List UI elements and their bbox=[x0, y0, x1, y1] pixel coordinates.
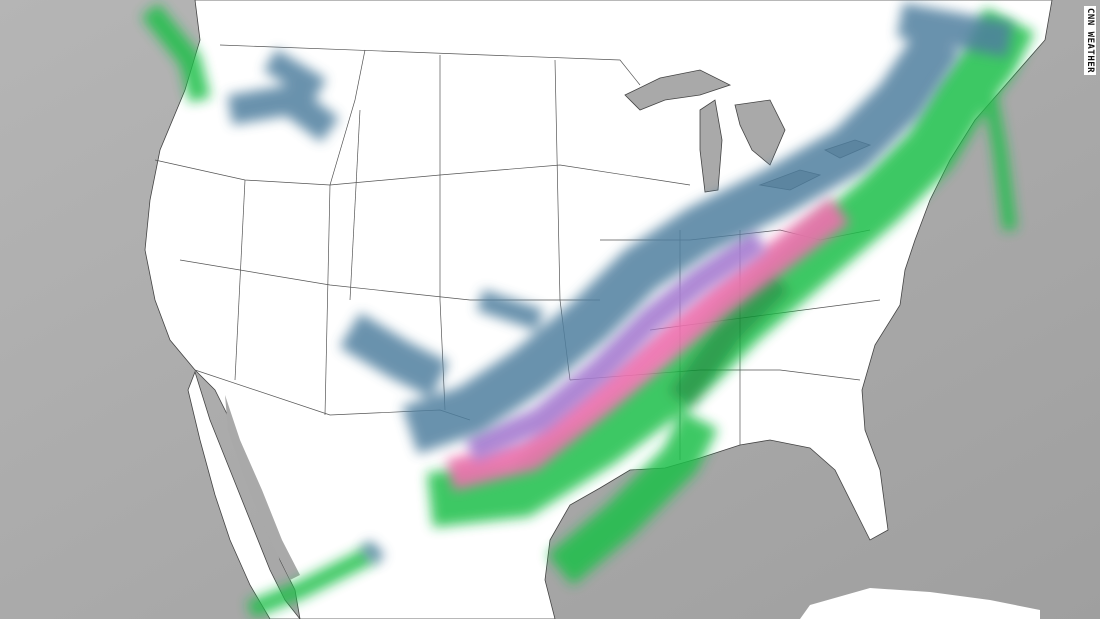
cnn-weather-watermark: CNN WEATHER bbox=[1084, 6, 1096, 76]
baja-california bbox=[187, 370, 301, 619]
precipitation-rain bbox=[141, 3, 1035, 619]
cuba bbox=[800, 588, 1040, 619]
precipitation-freezing-rain bbox=[446, 197, 850, 491]
precipitation-sleet bbox=[464, 229, 768, 462]
precipitation-snow bbox=[227, 2, 1014, 565]
gulf-of-california bbox=[225, 395, 300, 580]
